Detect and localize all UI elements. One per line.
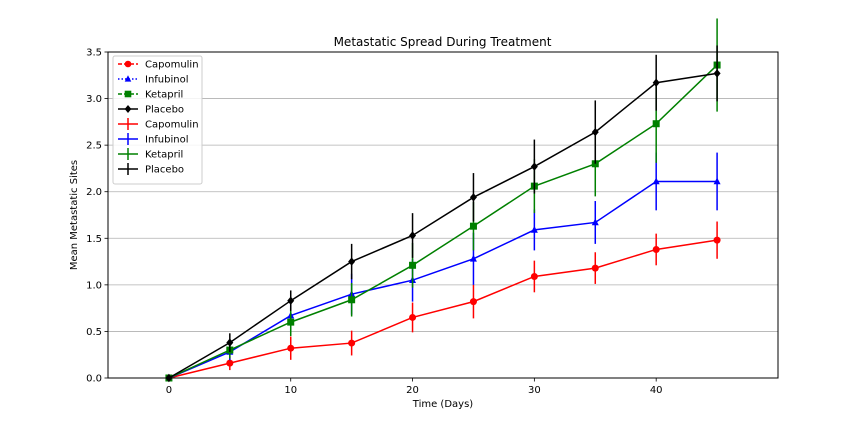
series-capomulin	[165, 221, 721, 382]
legend-label: Infubinol	[145, 135, 189, 146]
data-point	[409, 261, 417, 269]
x-tick-label: 20	[406, 385, 419, 396]
data-point	[469, 254, 477, 262]
y-tick-label: 0.5	[86, 327, 102, 338]
chart-title: Metastatic Spread During Treatment	[334, 35, 552, 49]
data-point	[409, 313, 417, 321]
data-point	[287, 296, 295, 305]
legend-entry: Infubinol	[118, 133, 189, 146]
data-point	[652, 245, 660, 253]
legend-entry: Capomulin	[118, 60, 199, 71]
data-point	[348, 257, 356, 266]
y-tick-label: 1.0	[86, 280, 102, 291]
data-point	[591, 264, 599, 272]
series-line-ketapril	[168, 64, 718, 379]
series-line-placebo	[168, 72, 718, 379]
y-tick-label: 2.5	[86, 141, 102, 152]
y-axis-label: Mean Metastatic Sites	[69, 160, 80, 270]
data-point	[591, 218, 599, 226]
y-tick-label: 1.5	[86, 234, 102, 245]
series-placebo	[165, 45, 721, 383]
data-point	[469, 298, 477, 306]
data-point	[469, 193, 477, 202]
y-tick-label: 2.0	[86, 187, 102, 198]
data-point	[713, 69, 721, 78]
legend-entry: Ketapril	[118, 90, 183, 101]
legend-swatch-marker	[124, 105, 132, 113]
x-axis-label: Time (Days)	[412, 399, 474, 410]
series-layer	[165, 18, 721, 383]
legend-label: Infubinol	[145, 75, 189, 86]
data-point	[287, 344, 295, 352]
data-point	[713, 236, 721, 244]
data-point	[530, 272, 538, 280]
legend-entry: Placebo	[118, 105, 184, 116]
x-tick-label: 0	[166, 385, 172, 396]
data-point	[469, 222, 477, 230]
data-point	[652, 177, 660, 185]
legend-swatch-marker	[124, 75, 132, 82]
legend-entry: Ketapril	[118, 148, 183, 161]
legend-label: Capomulin	[145, 60, 199, 71]
data-point	[591, 127, 599, 137]
data-point	[713, 177, 721, 185]
data-point	[530, 162, 538, 171]
y-tick-label: 3.5	[86, 48, 102, 59]
x-tick-label: 10	[284, 385, 297, 396]
data-point	[348, 296, 356, 304]
data-point	[287, 318, 295, 326]
y-tick-label: 3.0	[86, 94, 102, 105]
data-point	[409, 231, 417, 240]
y-tick-label: 0.0	[86, 374, 102, 385]
legend-swatch-marker	[124, 60, 132, 68]
legend-label: Placebo	[145, 105, 184, 116]
legend-label: Capomulin	[145, 120, 199, 131]
legend-entry: Infubinol	[118, 75, 189, 86]
legend-entry: Placebo	[118, 163, 184, 176]
legend-entry: Capomulin	[118, 118, 199, 131]
legend-label: Placebo	[145, 165, 184, 176]
data-point	[530, 225, 538, 233]
legend-label: Ketapril	[145, 150, 183, 161]
data-point	[652, 78, 660, 87]
x-tick-label: 40	[650, 385, 663, 396]
legend-label: Ketapril	[145, 90, 183, 101]
x-tick-label: 30	[528, 385, 541, 396]
series-line-infubinol	[168, 180, 718, 379]
axes: 0.0 0.5 1.0 1.5 2.0 2.5 3.0 3.5 0 10 20 30 40	[86, 48, 662, 397]
data-point	[652, 120, 660, 128]
data-point	[226, 338, 234, 347]
legend: Capomulin Infubinol Ketapril Placebo Capomul…	[112, 55, 203, 185]
plot-frame	[107, 51, 779, 379]
series-line-capomulin	[168, 239, 718, 379]
legend-swatch-marker	[124, 90, 132, 98]
data-point	[348, 339, 356, 347]
legend-box	[112, 55, 203, 185]
data-point	[226, 359, 234, 367]
